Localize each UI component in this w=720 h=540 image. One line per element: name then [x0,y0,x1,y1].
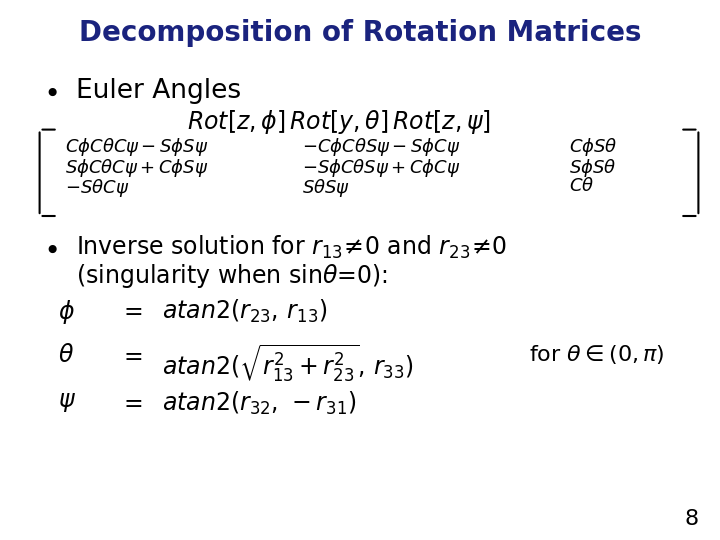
Text: $S\phi C\theta C\psi + C\phi S\psi$: $S\phi C\theta C\psi + C\phi S\psi$ [65,157,208,179]
Text: $C\theta$: $C\theta$ [569,177,594,195]
Text: $=$: $=$ [119,298,143,322]
Text: $C\phi S\theta$: $C\phi S\theta$ [569,136,617,158]
Text: $atan2(r_{23},\,r_{13})$: $atan2(r_{23},\,r_{13})$ [162,298,328,325]
Text: $\bullet$: $\bullet$ [43,235,58,263]
Text: $\phi$: $\phi$ [58,298,74,326]
Text: $atan2(\sqrt{r_{13}^2 + r_{23}^2},\,r_{33})$: $atan2(\sqrt{r_{13}^2 + r_{23}^2},\,r_{3… [162,343,414,385]
Text: $Rot[z,\phi]\,Rot[y,\theta]\,Rot[z,\psi]$: $Rot[z,\phi]\,Rot[y,\theta]\,Rot[z,\psi]… [187,108,491,136]
Text: (singularity when sin$\theta$=0):: (singularity when sin$\theta$=0): [76,262,387,290]
Text: $-S\theta C\psi$: $-S\theta C\psi$ [65,177,129,199]
Text: $\psi$: $\psi$ [58,390,76,414]
Text: $S\phi S\theta$: $S\phi S\theta$ [569,157,616,179]
Text: Decomposition of Rotation Matrices: Decomposition of Rotation Matrices [78,19,642,47]
Text: $=$: $=$ [119,343,143,367]
Text: $atan2(r_{32},\,-r_{31})$: $atan2(r_{32},\,-r_{31})$ [162,390,356,417]
Text: $\theta$: $\theta$ [58,343,73,367]
Text: $-S\phi C\theta S\psi + C\phi C\psi$: $-S\phi C\theta S\psi + C\phi C\psi$ [302,157,461,179]
Text: $C\phi C\theta C\psi - S\phi S\psi$: $C\phi C\theta C\psi - S\phi S\psi$ [65,136,208,158]
Text: $\bullet$: $\bullet$ [43,78,58,106]
Text: $=$: $=$ [119,390,143,414]
Text: for $\theta \in (0,\pi)$: for $\theta \in (0,\pi)$ [529,343,665,366]
Text: Euler Angles: Euler Angles [76,78,240,104]
Text: $S\theta S\psi$: $S\theta S\psi$ [302,177,351,199]
Text: Inverse solution for $r_{13}\!\neq\! 0$ and $r_{23}\!\neq\! 0$: Inverse solution for $r_{13}\!\neq\! 0$ … [76,234,507,261]
Text: 8: 8 [684,509,698,529]
Text: $-C\phi C\theta S\psi - S\phi C\psi$: $-C\phi C\theta S\psi - S\phi C\psi$ [302,136,461,158]
